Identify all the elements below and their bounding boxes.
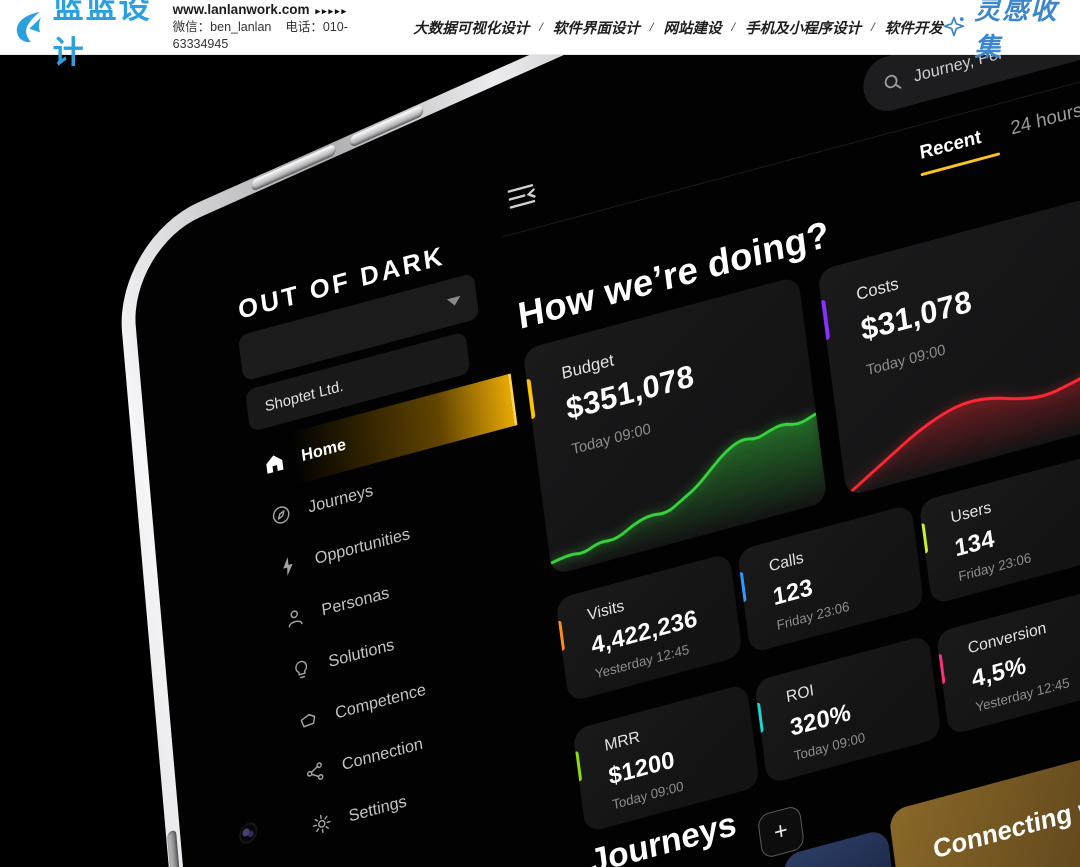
accent-bar bbox=[737, 571, 747, 603]
shape-icon bbox=[295, 706, 321, 736]
search-input[interactable]: Journey, Per bbox=[860, 0, 1080, 118]
sidebar-item-competence[interactable]: Competence bbox=[264, 631, 551, 758]
phone-number: 电话：010-63334945 bbox=[172, 20, 348, 52]
stat-value: 123 bbox=[771, 573, 815, 612]
calls-card: Calls 123 Friday 23:06 bbox=[736, 503, 925, 654]
dashboard-ui: OUT OF DARK Shoptet Ltd. Home bbox=[192, 0, 1080, 867]
costs-card: Costs $31,078 Today 09:00 bbox=[817, 159, 1080, 497]
wechat-id: 微信：ben_lanlan bbox=[172, 20, 272, 35]
accent-bar bbox=[919, 522, 929, 554]
tab-24-hours[interactable]: 24 hours bbox=[1009, 99, 1080, 140]
accent-bar bbox=[573, 750, 583, 782]
accent-bar bbox=[819, 299, 831, 341]
sparkle-icon bbox=[943, 16, 964, 37]
stat-label: Calls bbox=[768, 549, 805, 576]
service-item: 软件界面设计 bbox=[552, 20, 640, 37]
stat-label: Costs bbox=[855, 273, 900, 305]
users-card: Users 134 Friday 23:06 bbox=[918, 455, 1080, 605]
collect-label: 灵感收集 bbox=[974, 0, 1059, 62]
journey-card-title: Connecting with Our Brand bbox=[931, 747, 1080, 865]
sidebar-item-journeys[interactable]: Journeys bbox=[237, 425, 524, 552]
stat-label: ROI bbox=[785, 681, 815, 707]
inspiration-collect-link[interactable]: 灵感收集 bbox=[943, 0, 1068, 64]
accent-bar bbox=[936, 653, 946, 685]
service-item: 网站建设 bbox=[663, 20, 722, 37]
collapse-sidebar-icon[interactable] bbox=[504, 178, 539, 214]
bulb-icon bbox=[288, 654, 314, 684]
agency-logo-icon bbox=[16, 12, 42, 43]
tablet-mockup: OUT OF DARK Shoptet Ltd. Home bbox=[114, 0, 1080, 867]
service-separator: / bbox=[731, 19, 736, 34]
tablet-screen: OUT OF DARK Shoptet Ltd. Home bbox=[129, 0, 1080, 867]
accent-bar bbox=[755, 702, 764, 734]
roi-card: ROI 320% Today 09:00 bbox=[754, 634, 942, 785]
stat-label: Users bbox=[949, 499, 993, 527]
service-item: 大数据可视化设计 bbox=[413, 20, 530, 37]
conversion-card: Conversion 4,5% Yesterday 12:45 bbox=[935, 585, 1080, 736]
website-url: www.lanlanwork.com bbox=[172, 2, 310, 18]
sidebar-menu: Home Journeys Opportunities bbox=[230, 373, 564, 860]
home-icon bbox=[261, 448, 287, 478]
front-camera bbox=[240, 821, 257, 845]
service-separator: / bbox=[539, 19, 543, 34]
stat-label: Conversion bbox=[966, 619, 1048, 658]
services-nav: 大数据可视化设计 / 软件界面设计 / 网站建设 / 手机及小程序设计 / 软件… bbox=[413, 17, 943, 38]
compass-icon bbox=[268, 500, 294, 530]
budget-line-chart bbox=[539, 401, 828, 576]
share-icon bbox=[302, 757, 328, 787]
sidebar-item-label: Home bbox=[300, 434, 347, 465]
person-icon bbox=[282, 603, 308, 633]
sidebar-item-label: Settings bbox=[347, 791, 408, 826]
stat-label: Visits bbox=[586, 597, 626, 625]
stat-label: MRR bbox=[603, 728, 641, 755]
sidebar-item-solutions[interactable]: Solutions bbox=[258, 579, 545, 706]
accent-bar bbox=[524, 378, 536, 420]
arrow-glyphs: ▸▸▸▸▸ bbox=[315, 6, 349, 17]
sidebar-item-label: Opportunities bbox=[313, 524, 411, 568]
sidebar-item-connection[interactable]: Connection bbox=[271, 682, 558, 809]
sidebar-item-settings[interactable]: Settings bbox=[278, 734, 565, 861]
sidebar-item-opportunities[interactable]: Opportunities bbox=[244, 476, 531, 603]
service-separator: / bbox=[871, 19, 875, 34]
costs-line-chart bbox=[834, 284, 1080, 497]
budget-card: Budget $351,078 Today 09:00 bbox=[522, 275, 828, 576]
search-icon bbox=[884, 74, 902, 89]
sidebar-item-label: Personas bbox=[320, 583, 391, 620]
stat-label: Budget bbox=[560, 350, 616, 384]
sidebar-item-label: Solutions bbox=[327, 635, 396, 671]
service-item: 手机及小程序设计 bbox=[745, 20, 862, 37]
sidebar-item-label: Competence bbox=[334, 680, 427, 723]
sidebar-item-personas[interactable]: Personas bbox=[251, 528, 538, 655]
chevron-down-icon bbox=[446, 295, 462, 308]
agency-logo: 蓝蓝设计 bbox=[12, 0, 157, 72]
bolt-icon bbox=[275, 551, 301, 581]
accent-bar bbox=[556, 620, 566, 652]
agency-name: 蓝蓝设计 bbox=[52, 0, 152, 70]
service-item: 软件开发 bbox=[884, 20, 943, 37]
contact-block: www.lanlanwork.com ▸▸▸▸▸ 微信：ben_lanlan 电话：… bbox=[173, 1, 368, 53]
company-name: Shoptet Ltd. bbox=[263, 377, 345, 415]
service-separator: / bbox=[649, 19, 654, 34]
promo-header: 蓝蓝设计 www.lanlanwork.com ▸▸▸▸▸ 微信：ben_lanl… bbox=[0, 0, 1080, 70]
visits-card: Visits 4,422,236 Yesterday 12:45 bbox=[555, 552, 743, 703]
sidebar-item-label: Connection bbox=[340, 734, 424, 774]
stat-value: 134 bbox=[953, 525, 997, 563]
sidebar-item-label: Journeys bbox=[307, 480, 375, 517]
gear-icon bbox=[309, 809, 335, 839]
sidebar-item-home[interactable]: Home bbox=[230, 373, 518, 501]
